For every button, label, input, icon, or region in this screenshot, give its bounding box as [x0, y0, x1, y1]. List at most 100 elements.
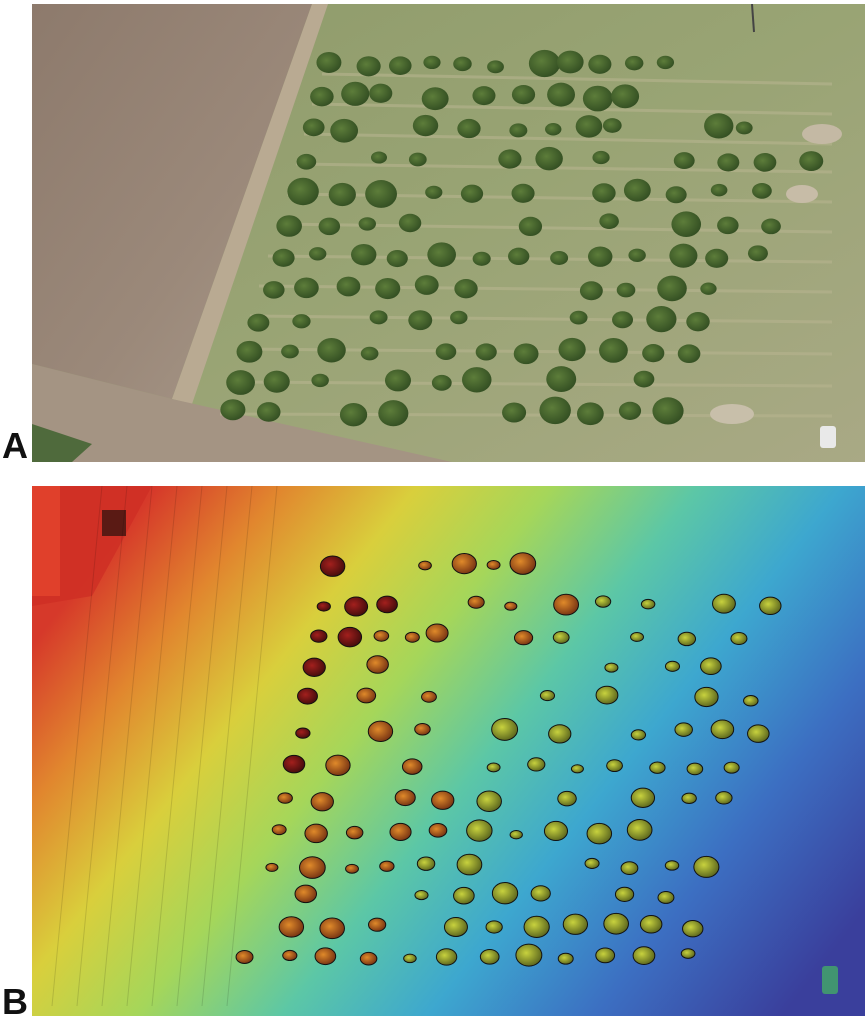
tree-canopy-height	[730, 631, 748, 646]
tree-canopy-height	[639, 915, 663, 934]
tree-canopy-height	[570, 764, 584, 774]
tree-canopy	[453, 56, 472, 72]
tree-canopy-height	[595, 947, 616, 964]
tree-canopy	[341, 81, 370, 106]
tree-canopy-height	[443, 916, 468, 937]
tree-canopy	[386, 249, 408, 268]
terrain-texture	[51, 486, 278, 1007]
tree-canopy	[294, 277, 319, 299]
tree-canopy	[296, 153, 317, 170]
tree-canopy-height	[552, 631, 570, 644]
tree-canopy-height	[664, 660, 681, 672]
tree-canopy	[414, 275, 439, 295]
tree-canopy-height	[759, 596, 782, 616]
tree-canopy-height	[513, 630, 534, 646]
tree-canopy-height	[682, 920, 704, 938]
tree-canopy	[652, 397, 684, 425]
tree-canopy	[646, 306, 677, 333]
tree-canopy-height	[594, 595, 612, 608]
tree-canopy-height	[674, 722, 693, 737]
tree-canopy-height	[693, 855, 720, 878]
tree-canopy	[460, 184, 484, 203]
tree-canopy	[599, 337, 628, 363]
tree-canopy	[351, 243, 377, 266]
tree-canopy-height	[694, 686, 719, 708]
tree-canopy-height	[453, 886, 475, 905]
tree-canopy	[360, 346, 379, 361]
tree-canopy	[369, 310, 388, 325]
tree-canopy	[328, 182, 356, 207]
tree-canopy-height	[479, 948, 500, 965]
tree-canopy-height	[630, 729, 647, 741]
tree-canopy-height	[297, 687, 318, 705]
tree-canopy-height	[595, 685, 619, 705]
orchard-aerial-photo	[32, 4, 865, 462]
tree-canopy-height	[403, 953, 417, 964]
tree-canopy-height	[485, 920, 503, 934]
tree-canopy	[398, 213, 422, 233]
tree-canopy-height	[523, 915, 550, 939]
tree-canopy	[547, 82, 575, 107]
tree-canopy-height	[586, 822, 613, 845]
tree-canopy	[236, 340, 263, 363]
tree-canopy	[220, 399, 246, 421]
tree-canopy	[318, 217, 341, 236]
tree-canopy	[513, 343, 539, 365]
tree-canopy-height	[614, 886, 635, 902]
tree-canopy	[576, 402, 604, 426]
tree-canopy-height	[686, 762, 704, 776]
tree-canopy	[408, 152, 427, 167]
tree-canopy-height	[379, 860, 395, 872]
tree-canopy	[616, 282, 636, 298]
tree-canopy-height	[723, 761, 740, 774]
tree-canopy	[612, 311, 634, 329]
tree-canopy-height	[486, 762, 501, 773]
tree-canopy-height	[620, 861, 639, 876]
tree-canopy	[287, 177, 319, 206]
orchard-tree-heights	[235, 552, 782, 967]
tree-canopy	[292, 314, 311, 329]
tree-canopy-height	[431, 790, 455, 810]
tree-canopy	[528, 49, 561, 78]
tree-canopy-height	[319, 555, 346, 577]
tree-canopy	[673, 152, 695, 170]
tree-canopy	[569, 310, 588, 325]
tree-canopy	[587, 246, 613, 267]
tree-canopy	[310, 86, 334, 107]
tree-canopy	[358, 217, 376, 231]
tree-canopy-height	[344, 596, 369, 617]
tree-canopy-height	[414, 890, 429, 901]
tree-canopy-height	[310, 792, 334, 812]
tree-canopy	[276, 215, 302, 237]
tree-canopy	[704, 113, 734, 139]
tree-canopy	[602, 118, 622, 133]
tree-canopy-height	[356, 687, 377, 704]
tree-canopy-height	[603, 912, 629, 935]
tree-canopy-height	[476, 790, 502, 812]
tree-canopy-height	[539, 689, 556, 702]
tree-canopy-height	[681, 792, 697, 805]
tree-canopy-height	[664, 860, 680, 871]
tree-canopy-height	[421, 690, 437, 703]
tree-canopy-height	[316, 601, 331, 612]
tree-canopy-height	[680, 948, 696, 959]
tree-canopy	[550, 250, 569, 265]
tree-canopy	[511, 84, 536, 105]
tree-canopy	[761, 218, 781, 235]
tree-canopy	[475, 343, 497, 361]
tree-canopy-height	[401, 758, 423, 775]
tree-canopy-height	[428, 823, 448, 838]
tree-canopy-height	[404, 631, 420, 643]
tree-canopy-height	[271, 824, 287, 836]
tree-canopy-height	[515, 943, 543, 967]
tree-canopy	[281, 344, 299, 359]
tree-canopy	[592, 183, 616, 203]
tree-canopy-height	[562, 913, 589, 935]
tree-canopy	[518, 216, 543, 237]
tree-canopy-height	[553, 593, 580, 616]
tree-canopy-height	[491, 882, 519, 905]
tree-canopy-height	[304, 823, 328, 844]
tree-canopy	[370, 151, 387, 164]
tree-canopy-height	[509, 552, 537, 575]
tree-canopy-height	[632, 946, 656, 965]
